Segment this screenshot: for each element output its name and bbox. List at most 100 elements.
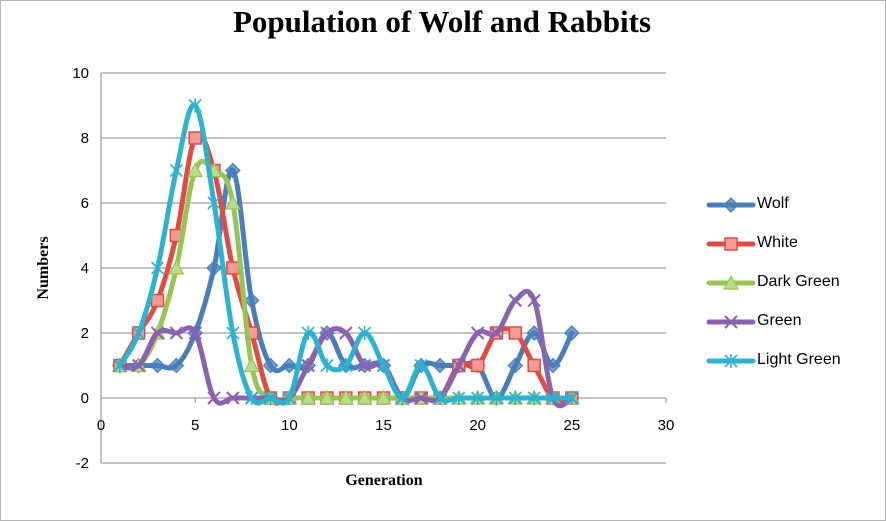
legend-swatch [706,354,756,368]
legend-marker [724,237,738,251]
series-green [113,288,579,409]
data-point [432,357,448,374]
data-point [563,325,580,341]
y-tick-label: 4 [81,260,89,277]
data-point [131,358,146,373]
data-point [282,391,296,405]
data-point [207,196,221,210]
data-point [301,326,315,340]
data-point [150,261,165,275]
data-point [206,260,222,276]
data-point [188,131,202,145]
data-point [245,391,259,405]
data-point [527,391,541,405]
legend-swatch [706,237,756,251]
legend-swatch [706,197,756,213]
series-group [111,98,580,409]
data-point [318,389,336,405]
legend-label: Green [757,312,802,329]
data-point [508,326,523,340]
data-point [339,326,353,340]
y-tick-label: 2 [81,325,89,342]
data-point [470,326,485,340]
data-point [452,358,466,373]
legend-item: Light Green [705,350,885,389]
data-point [414,391,428,405]
data-point [150,293,165,308]
data-point [527,293,541,308]
data-point [262,357,279,374]
data-point [357,358,372,373]
data-point [132,326,146,340]
data-point [168,259,185,275]
x-axis-label: Generation [345,472,422,489]
legend-swatch [706,315,756,329]
legend-marker [724,315,738,329]
y-tick-label: 10 [72,65,89,82]
legend-item: Dark Green [705,272,885,311]
x-tick-label: 10 [281,417,298,434]
legend-swatch [706,274,756,290]
data-point [452,391,466,405]
data-point [281,357,298,374]
data-point [168,357,185,374]
legend-item: Green [705,311,885,350]
data-point [226,391,240,405]
data-point [358,326,372,340]
data-point [489,326,504,340]
data-point [376,358,391,373]
series-line [117,102,575,406]
data-point [243,357,260,373]
data-point [149,357,166,374]
y-tick-label: 8 [81,130,89,147]
y-tick-label: 0 [81,390,89,407]
data-point [546,391,560,405]
data-point [395,391,409,405]
legend-label: Wolf [757,195,789,212]
legend-label: Dark Green [757,273,840,290]
data-point [320,358,334,373]
data-point [545,357,561,374]
data-point [414,358,428,373]
x-tick-label: 5 [191,417,199,434]
data-point [320,326,334,340]
chart-title: Population of Wolf and Rabbits [232,4,652,39]
data-point [169,163,183,178]
legend-marker [723,197,739,213]
legend: Wolf White Dark Green Green Light Green [705,194,885,389]
y-tick-label: -2 [76,455,89,472]
x-tick-label: 30 [658,417,675,434]
data-point [527,358,541,373]
data-point [224,194,241,210]
data-point [187,162,204,178]
tick-labels: -2 0 2 4 6 8 10 0 5 10 15 20 25 30 [72,65,674,472]
data-point [188,98,202,113]
data-point [243,292,260,309]
legend-marker [724,354,738,368]
data-point [508,293,523,308]
data-point [470,358,485,373]
data-point [565,391,579,405]
data-point [489,391,504,405]
data-point [226,261,240,275]
legend-label: White [757,234,798,251]
data-point [433,391,447,405]
x-tick-label: 20 [469,417,486,434]
data-point [339,358,353,373]
data-point [113,358,127,373]
data-point [356,389,373,405]
legend-item: Wolf [705,194,885,233]
data-point [150,326,165,340]
y-tick-label: 6 [81,195,89,212]
data-point [169,326,184,340]
y-axis-label: Numbers [35,236,52,299]
data-point [224,162,241,179]
legend-label: Light Green [757,351,841,368]
legend-marker [722,274,740,290]
data-point [508,391,522,405]
data-point [263,391,278,405]
data-point [188,326,202,340]
legend-item: White [705,233,885,272]
